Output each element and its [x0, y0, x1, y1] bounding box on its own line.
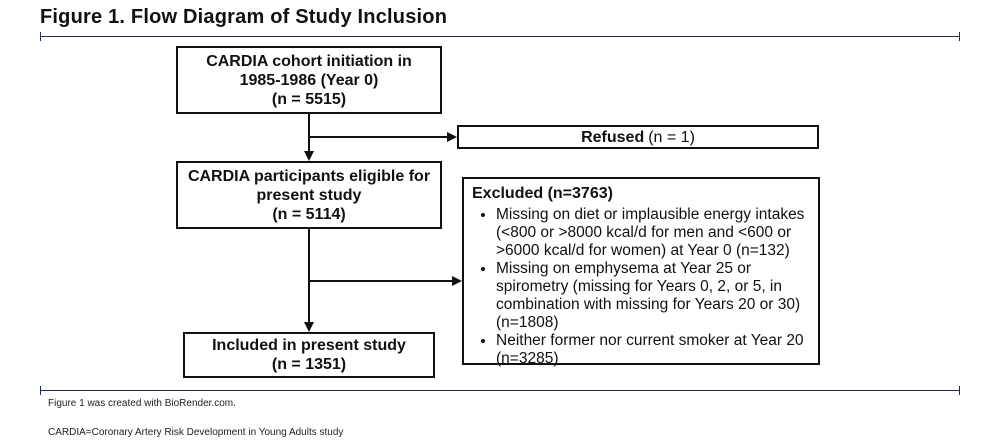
eligible-line-3: (n = 5114) [272, 205, 346, 223]
excluded-reason-diet: Missing on diet or implausible energy in… [496, 206, 810, 260]
abbreviation-note: CARDIA=Coronary Artery Risk Development … [48, 427, 344, 438]
figure-title: Figure 1. Flow Diagram of Study Inclusio… [40, 6, 448, 28]
excluded-reason-smoker: Neither former nor current smoker at Yea… [496, 332, 810, 368]
eligible-line-2: present study [256, 186, 362, 204]
excluded-reason-emphysema: Missing on emphysema at Year 25 or spiro… [496, 260, 810, 332]
cohort-line-1: CARDIA cohort initiation in [206, 52, 412, 70]
refused-count: (n = 1) [648, 128, 695, 146]
included-line-1: Included in present study [212, 337, 406, 354]
bottom-rule [40, 386, 960, 395]
biorender-note: Figure 1 was created with BioRender.com. [48, 398, 236, 409]
excluded-title: Excluded (n=3763) [472, 185, 613, 202]
included-line-2: (n = 1351) [271, 356, 347, 373]
cohort-line-3: (n = 5515) [271, 90, 347, 108]
refused-box: Refused (n = 1) [457, 125, 819, 149]
cohort-initiation-box: CARDIA cohort initiation in 1985-1986 (Y… [176, 46, 442, 114]
eligible-participants-box: CARDIA participants eligible for present… [176, 161, 442, 229]
excluded-box: Excluded (n=3763) Missing on diet or imp… [462, 177, 820, 368]
refused-label: Refused [581, 128, 645, 146]
included-box: Included in present study (n = 1351) [183, 332, 435, 378]
eligible-line-1: CARDIA participants eligible for [187, 167, 431, 185]
excluded-reasons-list: Missing on diet or implausible energy in… [472, 206, 810, 368]
top-rule [40, 32, 960, 41]
cohort-line-2: 1985-1986 (Year 0) [239, 71, 379, 89]
